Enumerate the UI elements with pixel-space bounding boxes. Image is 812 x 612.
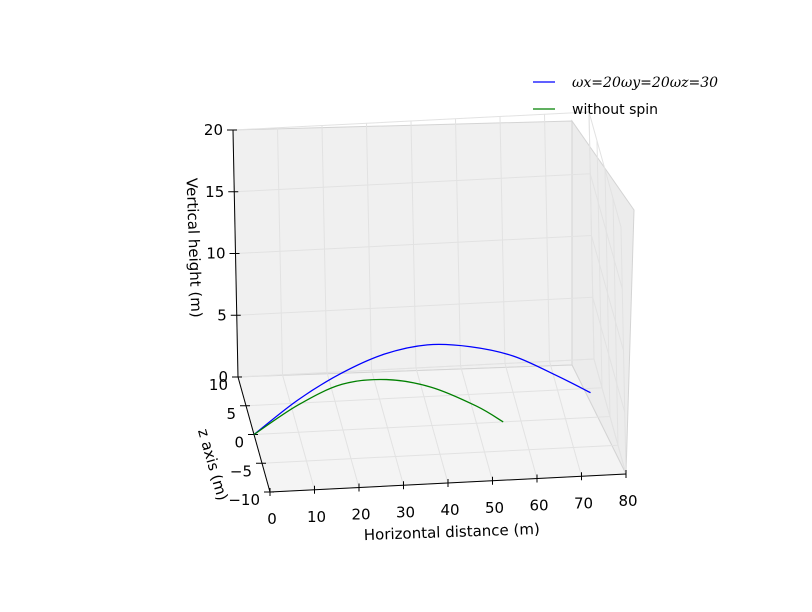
legend: ωx=20ωy=20ωz=30 without spin (533, 75, 718, 118)
z-tick-label: 15 (205, 183, 224, 201)
z-grid-line (236, 296, 626, 413)
z-grid-line (232, 111, 622, 228)
y-tick-label: 0 (234, 434, 244, 452)
back-pane (232, 120, 573, 378)
x-tick-label: 60 (529, 497, 548, 515)
y-axis-title: z axis (m) (194, 427, 232, 503)
series-lines (253, 343, 591, 436)
x-tick-label: 40 (440, 501, 459, 519)
z-tick-label: 10 (206, 245, 225, 263)
x-tick-label: 80 (618, 492, 637, 510)
z-grid-line (235, 234, 624, 351)
y-tick-label: 5 (226, 405, 236, 423)
x-tick-label: 20 (351, 506, 370, 524)
x-axis-title: Horizontal distance (m) (364, 520, 541, 544)
x-tick-label: 0 (267, 510, 277, 528)
y-tick-label: −10 (228, 491, 260, 509)
series-line-0 (253, 343, 591, 436)
x-tick-label: 30 (396, 503, 415, 521)
z-tick-label: 0 (218, 368, 228, 386)
y-tick-label: 10 (209, 376, 228, 394)
tick-marks (227, 129, 627, 496)
z-grid-line (234, 173, 623, 289)
legend-label-spin: ωx=20ωy=20ωz=30 (572, 75, 718, 91)
y-tick-label: −5 (230, 462, 252, 480)
z-tick-label: 5 (217, 306, 227, 324)
x-tick-label: 50 (485, 499, 504, 517)
x-tick-label: 10 (307, 508, 326, 526)
z-tick-label: 20 (204, 121, 223, 139)
z-grid-line (237, 358, 627, 475)
z-axis-title: Vertical height (m) (183, 178, 206, 318)
series-line-1 (253, 378, 504, 436)
legend-label-no-spin: without spin (572, 102, 658, 118)
x-tick-label: 70 (574, 494, 593, 512)
grid-lines (232, 111, 627, 493)
